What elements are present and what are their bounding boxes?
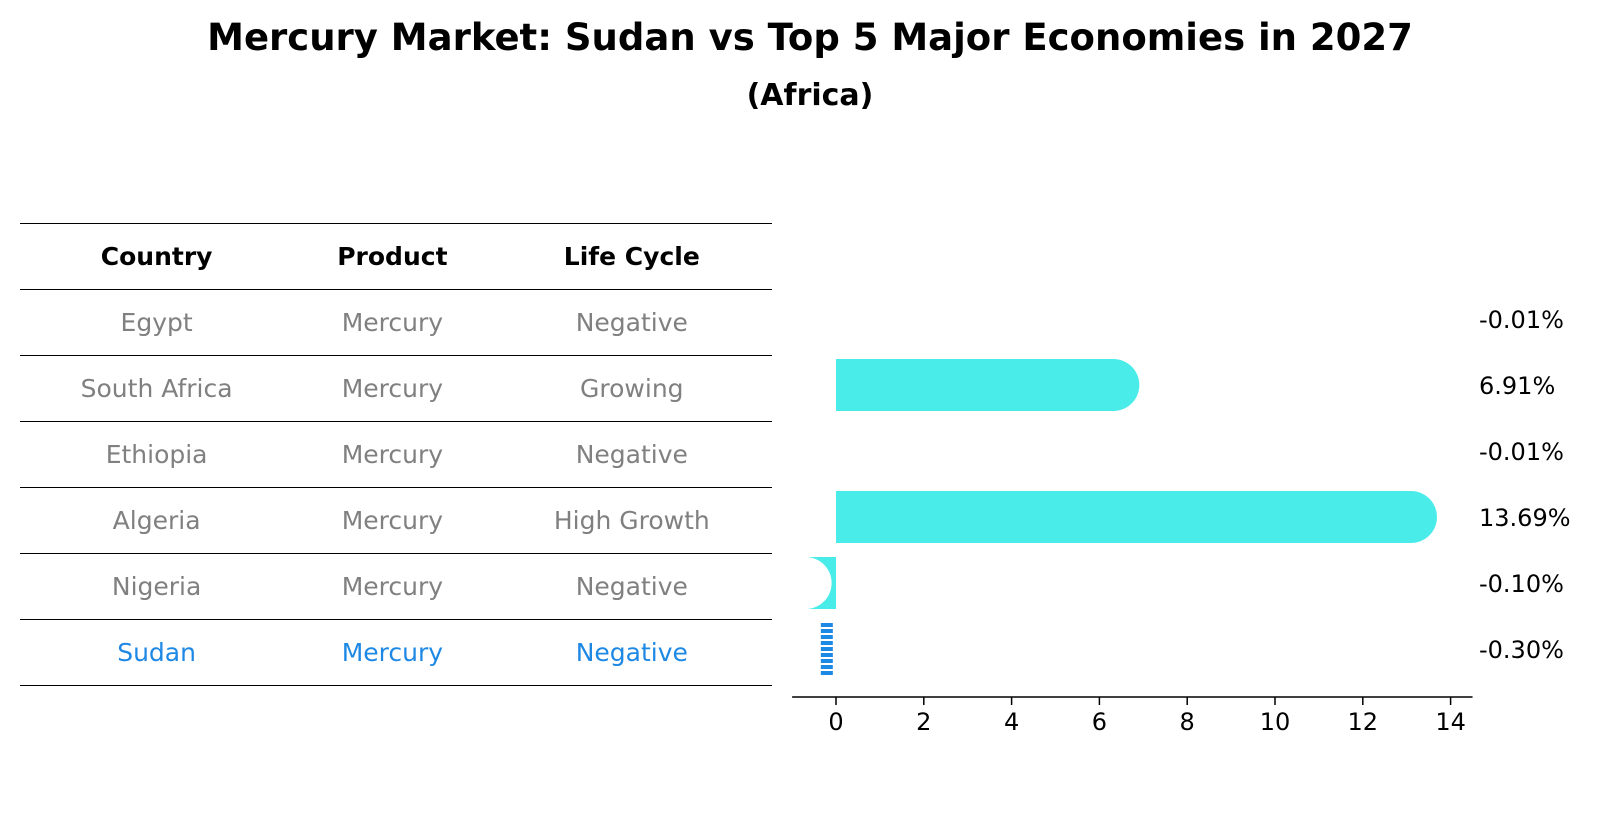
cell-life-cycle: Negative [491,289,772,356]
cell-life-cycle: Growing [491,355,772,422]
x-tick-label: 6 [1092,708,1107,736]
chart-title: Mercury Market: Sudan vs Top 5 Major Eco… [207,16,1413,59]
table-row: Ethiopia Mercury Negative [20,421,772,488]
cell-life-cycle: Negative [491,553,772,620]
table-row: Nigeria Mercury Negative [20,553,772,620]
table-row: Egypt Mercury Negative [20,289,772,356]
cell-product: Mercury [293,619,492,686]
value-label: 6.91% [1479,372,1555,400]
x-tick-label: 14 [1435,708,1466,736]
cell-country: Nigeria [20,553,294,620]
x-tick-label: 2 [916,708,931,736]
value-label: -0.01% [1479,438,1564,466]
bar-nigeria [805,557,836,609]
cell-product: Mercury [293,553,492,620]
cell-country: Ethiopia [20,421,294,488]
bar-algeria [836,491,1437,543]
value-label: -0.01% [1479,306,1564,334]
header-country: Country [20,223,294,290]
table-header-row: Country Product Life Cycle [20,223,772,290]
cell-country: Egypt [20,289,294,356]
bar-south-africa [836,359,1140,411]
cell-country: South Africa [20,355,294,422]
table-row: Algeria Mercury High Growth [20,487,772,554]
x-tick-label: 0 [828,708,843,736]
x-tick-label: 4 [1004,708,1019,736]
table-row: South Africa Mercury Growing [20,355,772,422]
cell-life-cycle: Negative [491,421,772,488]
cell-life-cycle: High Growth [491,487,772,554]
cell-country: Sudan [20,619,294,686]
table-row-highlight: Sudan Mercury Negative [20,619,772,686]
value-label: -0.10% [1479,570,1564,598]
cell-product: Mercury [293,289,492,356]
cell-product: Mercury [293,421,492,488]
cell-life-cycle: Negative [491,619,772,686]
x-tick-label: 10 [1260,708,1291,736]
header-product: Product [293,223,492,290]
x-tick-label: 8 [1180,708,1195,736]
cell-product: Mercury [293,355,492,422]
value-label: 13.69% [1479,504,1571,532]
cell-product: Mercury [293,487,492,554]
market-table: Country Product Life Cycle Egypt Mercury… [20,223,772,686]
header-life-cycle: Life Cycle [491,223,772,290]
chart-subtitle: (Africa) [746,78,874,113]
x-tick-label: 12 [1348,708,1379,736]
cell-country: Algeria [20,487,294,554]
value-label: -0.30% [1479,636,1564,664]
